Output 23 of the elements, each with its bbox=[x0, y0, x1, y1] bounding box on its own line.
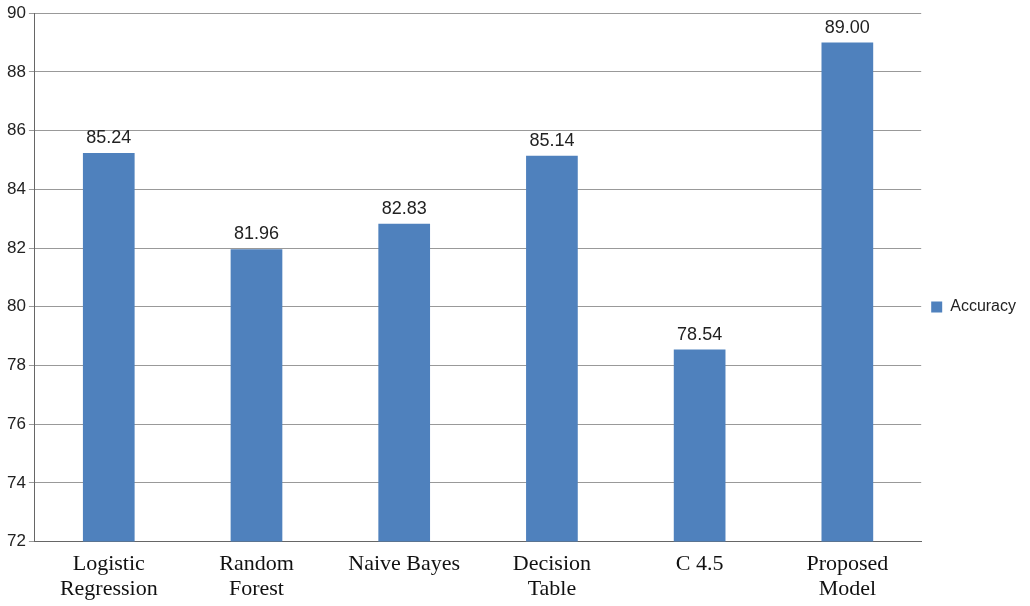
x-tick-label: Naive Bayes bbox=[348, 550, 461, 576]
y-tick-label: 84 bbox=[6, 179, 26, 199]
y-tick-label: 76 bbox=[6, 413, 26, 433]
y-tick-label: 80 bbox=[6, 296, 26, 316]
x-tick-label: Random Forest bbox=[219, 550, 294, 600]
data-label: 81.96 bbox=[233, 223, 280, 244]
data-label: 82.83 bbox=[381, 197, 427, 218]
x-tick-label: Proposed Model bbox=[806, 550, 889, 600]
x-tick-label: C 4.5 bbox=[675, 550, 724, 576]
data-label: 89.00 bbox=[824, 16, 870, 37]
y-tick-label: 82 bbox=[6, 237, 26, 257]
y-tick-label: 86 bbox=[6, 120, 26, 140]
y-tick-label: 74 bbox=[6, 472, 26, 492]
data-label: 85.14 bbox=[529, 129, 575, 150]
legend-label: Accuracy bbox=[950, 297, 1016, 315]
y-tick-label: 72 bbox=[6, 531, 26, 551]
data-label: 85.24 bbox=[86, 126, 132, 147]
y-tick-label: 78 bbox=[6, 355, 26, 375]
y-tick-label: 90 bbox=[6, 2, 26, 22]
x-tick-label: Decision Table bbox=[512, 550, 592, 600]
x-tick-label: Logistic Regression bbox=[59, 550, 158, 600]
data-label: 78.54 bbox=[677, 323, 723, 344]
y-tick-label: 88 bbox=[6, 61, 26, 81]
